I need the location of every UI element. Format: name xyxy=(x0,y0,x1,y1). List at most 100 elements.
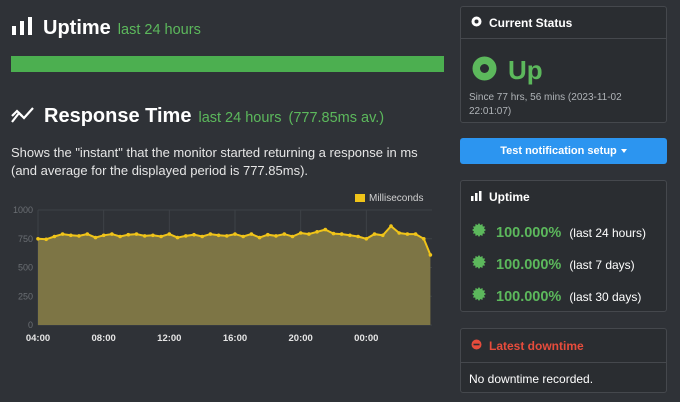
caret-down-icon xyxy=(620,149,627,153)
data-point xyxy=(282,232,287,236)
response-time-period: last 24 hours xyxy=(198,110,282,126)
data-point xyxy=(372,232,377,236)
data-point xyxy=(413,232,418,236)
burst-badge-icon xyxy=(472,255,486,274)
test-notification-label: Test notification setup xyxy=(500,145,617,157)
status-value: Up xyxy=(508,55,543,85)
data-point xyxy=(257,235,262,240)
y-tick-label: 0 xyxy=(28,320,33,330)
chart-legend: Milliseconds xyxy=(355,193,423,204)
data-point xyxy=(126,232,131,237)
current-status-header: Current Status xyxy=(461,7,666,39)
response-time-description: Shows the "instant" that the monitor sta… xyxy=(11,145,418,178)
uptime-period: last 24 hours xyxy=(117,22,201,38)
uptime-period: (last 24 hours) xyxy=(569,225,647,240)
data-point xyxy=(274,234,278,238)
data-point xyxy=(397,231,402,235)
data-point xyxy=(323,227,328,232)
data-point xyxy=(175,235,180,240)
x-tick-label: 12:00 xyxy=(157,333,181,344)
status-since: Since 77 hrs, 56 mins (2023-11-02 22:01:… xyxy=(469,92,622,117)
data-point xyxy=(36,237,40,241)
data-point xyxy=(422,237,426,241)
record-icon xyxy=(471,16,482,30)
bar-chart-icon xyxy=(11,17,33,40)
data-point xyxy=(142,234,147,238)
status-up-icon xyxy=(472,56,497,86)
x-tick-label: 00:00 xyxy=(354,333,378,344)
response-time-average: (777.85ms av.) xyxy=(288,110,385,126)
data-point xyxy=(233,232,237,236)
data-point xyxy=(69,233,73,238)
data-point xyxy=(298,231,303,235)
data-point xyxy=(134,232,139,236)
legend-label: Milliseconds xyxy=(369,193,423,204)
data-point xyxy=(225,234,229,238)
uptime-row-24h: 100.000% (last 24 hours) xyxy=(472,223,646,242)
uptime-row-7d: 100.000% (last 7 days) xyxy=(472,255,635,274)
uptime-card: Uptime 100.000% (last 24 hours) 100.000%… xyxy=(460,180,667,312)
uptime-title: Uptime xyxy=(43,17,111,39)
x-tick-label: 20:00 xyxy=(289,333,313,344)
data-point xyxy=(118,234,122,239)
burst-badge-icon xyxy=(472,287,486,306)
data-point xyxy=(381,233,385,238)
data-point xyxy=(192,232,196,237)
test-notification-button[interactable]: Test notification setup xyxy=(460,138,667,164)
burst-badge-icon xyxy=(472,223,486,242)
data-point xyxy=(249,232,254,236)
data-point xyxy=(331,231,336,236)
data-point xyxy=(85,232,90,236)
data-point xyxy=(200,234,204,239)
current-status-title: Current Status xyxy=(489,15,573,30)
data-point xyxy=(241,234,245,239)
response-time-title: Response Time xyxy=(44,105,192,127)
uptime-bar xyxy=(11,56,444,72)
data-point xyxy=(364,237,369,241)
data-point xyxy=(348,233,352,238)
data-point xyxy=(405,232,410,236)
y-tick-label: 250 xyxy=(18,291,33,301)
bar-chart-icon xyxy=(471,190,482,204)
latest-downtime-header: Latest downtime xyxy=(461,329,666,363)
response-time-chart: 0 250 500 750 1000 04:00 08:00 12:00 16:00 20:00… xyxy=(13,193,433,344)
latest-downtime-card: Latest downtime No downtime recorded. xyxy=(460,328,667,393)
legend-swatch xyxy=(355,194,365,202)
latest-downtime-text: No downtime recorded. xyxy=(469,372,594,386)
data-point xyxy=(52,234,57,239)
status-indicator: Up xyxy=(472,55,543,86)
response-time-header: Response Time last 24 hours (777.85ms av… xyxy=(11,105,384,130)
uptime-pct: 100.000% xyxy=(496,224,562,241)
data-point xyxy=(101,233,106,238)
alert-circle-icon xyxy=(471,339,482,353)
data-point xyxy=(159,234,163,239)
y-tick-label: 1000 xyxy=(13,205,33,215)
latest-downtime-title: Latest downtime xyxy=(489,338,584,353)
uptime-pct: 100.000% xyxy=(496,256,562,273)
data-point xyxy=(93,235,98,240)
y-tick-label: 500 xyxy=(18,263,33,273)
data-point xyxy=(208,232,213,236)
response-area xyxy=(38,226,431,325)
x-tick-label: 16:00 xyxy=(223,333,247,344)
uptime-header: Uptime last 24 hours xyxy=(11,17,201,40)
data-point xyxy=(60,232,65,236)
data-point xyxy=(151,233,155,238)
data-point xyxy=(110,232,114,236)
data-point xyxy=(266,232,270,237)
uptime-period: (last 7 days) xyxy=(569,257,635,272)
data-point xyxy=(77,234,81,238)
data-point xyxy=(356,234,360,239)
data-point xyxy=(290,234,295,239)
data-point xyxy=(389,224,393,228)
x-tick-label: 04:00 xyxy=(26,333,50,344)
data-point xyxy=(167,232,172,236)
current-status-card: Current Status Up Since 77 hrs, 56 mins … xyxy=(460,6,667,123)
uptime-pct: 100.000% xyxy=(496,288,562,305)
data-point xyxy=(428,253,433,257)
data-point xyxy=(307,232,311,236)
uptime-period: (last 30 days) xyxy=(569,289,642,304)
x-tick-label: 08:00 xyxy=(92,333,116,344)
trend-line-icon xyxy=(11,105,35,130)
data-point xyxy=(315,230,319,234)
